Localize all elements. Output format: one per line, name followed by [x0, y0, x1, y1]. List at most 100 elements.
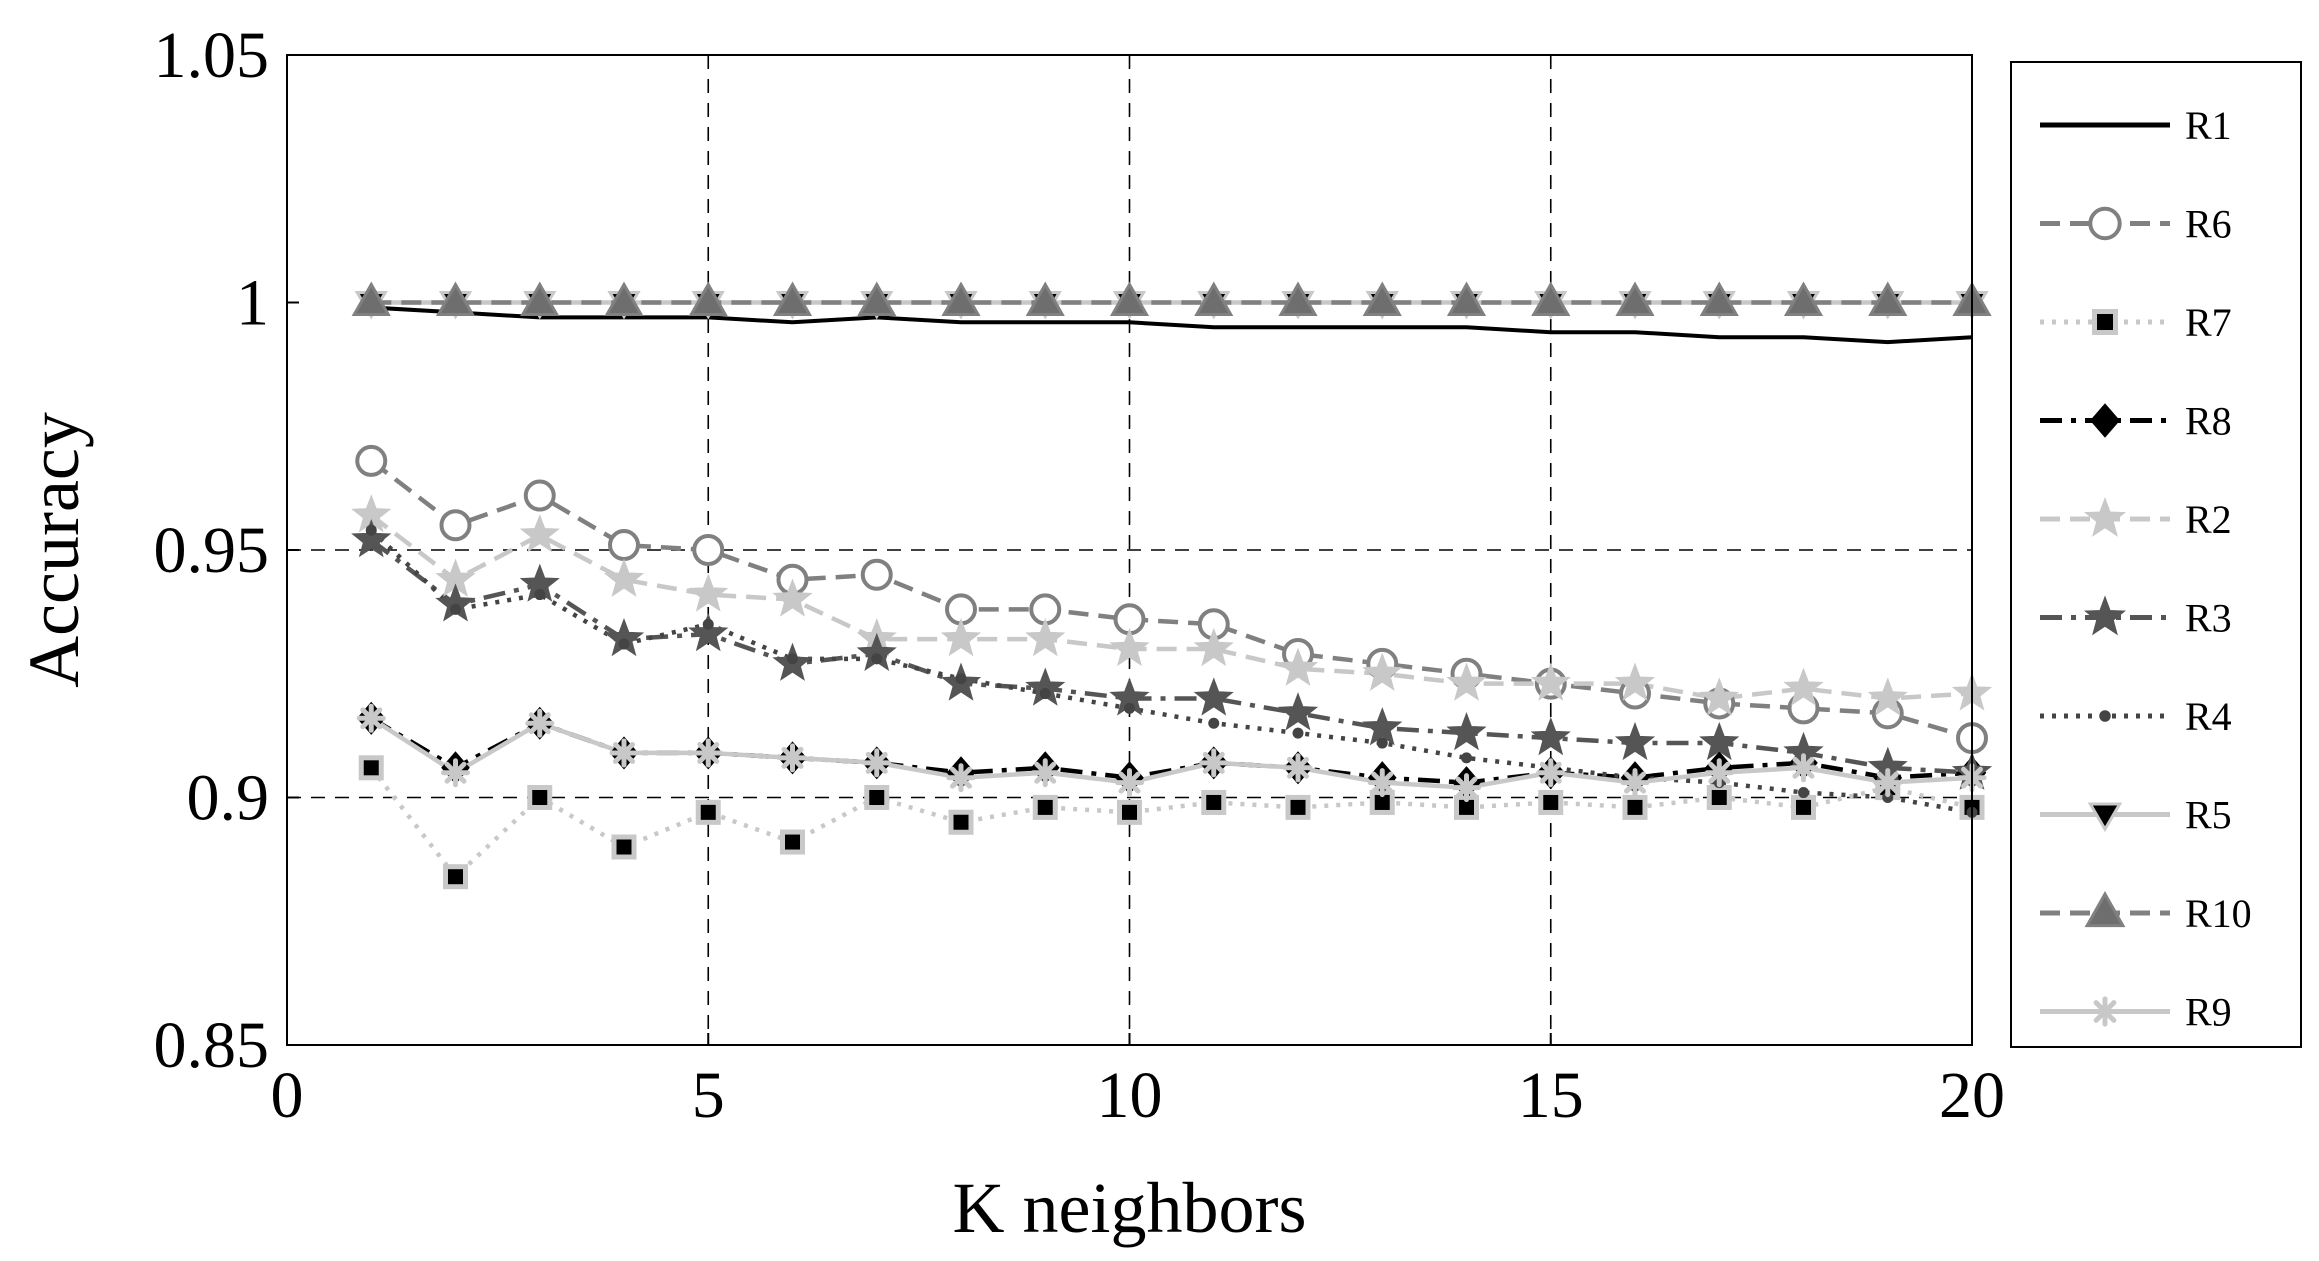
data-point-r9 — [1873, 768, 1903, 798]
data-point-r2 — [1109, 627, 1150, 667]
data-point-r4 — [1461, 752, 1472, 764]
data-point-r9 — [1199, 748, 1229, 778]
data-point-r7 — [780, 829, 805, 855]
data-point-r3 — [1530, 716, 1571, 756]
data-point-r7 — [1538, 789, 1564, 815]
data-point-r7 — [1032, 794, 1058, 820]
data-point-r2 — [1699, 677, 1740, 716]
data-point-r3 — [351, 518, 392, 558]
data-point-r10 — [688, 281, 728, 316]
data-point-r2 — [1867, 677, 1908, 716]
data-point-r9 — [1367, 768, 1397, 798]
series-line-r1 — [371, 305, 1973, 345]
data-point-r6 — [355, 444, 388, 477]
legend-label-r8: R8 — [2185, 399, 2232, 444]
series-line-r8 — [370, 716, 1973, 785]
data-point-r3 — [1446, 711, 1487, 751]
data-point-r7 — [611, 834, 637, 860]
data-point-r10 — [1783, 281, 1824, 316]
legend-item-r1: R1 — [2040, 103, 2232, 148]
y-tick-label: 1.05 — [154, 19, 270, 92]
data-point-r6 — [608, 529, 640, 562]
legend-label-r10: R10 — [2185, 891, 2252, 936]
data-point-r10 — [1362, 281, 1402, 316]
data-point-r9 — [356, 703, 386, 733]
data-point-r7 — [1117, 799, 1142, 825]
legend-item-r2: R2 — [2040, 496, 2232, 542]
legend-label-r4: R4 — [2185, 694, 2232, 739]
data-point-r7 — [1285, 794, 1311, 820]
data-point-r3 — [1277, 692, 1319, 731]
legend-label-r3: R3 — [2185, 596, 2232, 641]
legend-marker-r7 — [2092, 309, 2118, 335]
data-point-r3 — [1614, 721, 1656, 761]
series-line-r7 — [369, 766, 1973, 879]
legend-item-r8: R8 — [2040, 399, 2232, 444]
data-point-r6 — [692, 534, 725, 566]
data-point-r4 — [1208, 717, 1220, 729]
data-point-r10 — [351, 281, 391, 316]
series-line-r4 — [369, 528, 1973, 815]
legend-label-r1: R1 — [2185, 103, 2232, 148]
legend-marker-r4 — [2099, 710, 2111, 722]
legend-item-r10: R10 — [2040, 891, 2252, 936]
data-point-r10 — [1699, 281, 1739, 316]
y-axis-ticks: 0.85 0.9 0.95 1 1.05 — [154, 19, 299, 1082]
data-point-r7 — [358, 755, 384, 781]
data-point-r2 — [1530, 662, 1571, 701]
legend-marker-r10 — [2084, 891, 2126, 928]
data-point-r2 — [1193, 627, 1234, 667]
data-point-r2 — [1614, 662, 1656, 701]
data-point-r2 — [603, 558, 645, 597]
data-point-r10 — [604, 281, 644, 316]
data-point-r2 — [1783, 667, 1824, 706]
data-point-r4 — [787, 653, 798, 665]
data-point-r9 — [946, 763, 976, 793]
legend-label-r9: R9 — [2185, 990, 2232, 1035]
data-point-r10 — [520, 281, 560, 316]
data-point-r9 — [1704, 758, 1734, 788]
data-point-r4 — [618, 638, 630, 650]
legend-label-r2: R2 — [2185, 497, 2232, 542]
data-point-r4 — [365, 524, 377, 536]
data-point-r7 — [864, 785, 890, 810]
y-tick-label: 1 — [236, 267, 269, 340]
data-point-r4 — [1798, 787, 1809, 799]
data-point-r10 — [1531, 281, 1571, 316]
data-point-r7 — [695, 799, 721, 825]
y-tick-label: 0.85 — [154, 1009, 270, 1082]
legend-item-r9: R9 — [2040, 990, 2232, 1035]
data-point-r4 — [1292, 727, 1304, 739]
y-axis-title: Accuracy — [14, 412, 94, 688]
y-tick-label: 0.9 — [187, 762, 270, 835]
data-point-r7 — [1791, 794, 1816, 820]
data-point-r9 — [778, 743, 807, 773]
data-point-r6 — [439, 509, 472, 542]
x-axis-ticks: 0 5 10 15 20 — [271, 1033, 2005, 1132]
data-point-r4 — [534, 589, 546, 601]
legend: R1 R6 R7 R8 R2 R3 R4 R5 R10 R9 — [2010, 61, 2302, 1048]
data-point-r9 — [1452, 773, 1481, 803]
legend-item-r7: R7 — [2040, 300, 2232, 345]
data-point-r10 — [1615, 281, 1655, 316]
data-point-r9 — [1283, 753, 1313, 783]
legend-marker-r6 — [2088, 206, 2122, 241]
data-point-r9 — [1620, 768, 1650, 798]
legend-label-r6: R6 — [2185, 202, 2232, 247]
data-point-r2 — [519, 514, 560, 553]
x-tick-label: 20 — [1939, 1059, 2005, 1132]
data-point-r10 — [1109, 281, 1150, 316]
data-point-r6 — [860, 558, 893, 591]
data-point-r3 — [1193, 677, 1234, 716]
x-tick-label: 15 — [1518, 1059, 1584, 1132]
data-point-r9 — [693, 738, 723, 768]
legend-marker-r2 — [2083, 496, 2127, 537]
data-point-r7 — [443, 864, 468, 890]
data-point-r2 — [1277, 647, 1319, 686]
data-point-r7 — [527, 785, 553, 810]
x-tick-label: 0 — [271, 1059, 304, 1132]
data-point-r2 — [1362, 652, 1403, 691]
data-point-r10 — [857, 281, 897, 316]
legend-item-r4: R4 — [2040, 694, 2232, 739]
